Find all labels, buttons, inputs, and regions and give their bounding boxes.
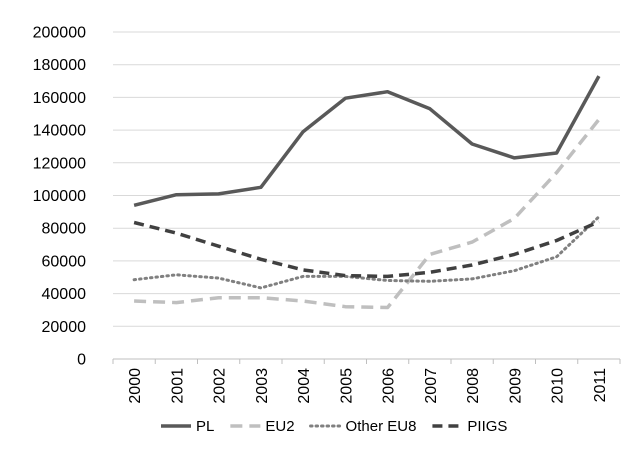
legend-label: EU2 (265, 418, 294, 435)
y-tick-label: 160000 (33, 90, 86, 107)
x-tick-label: 2007 (423, 368, 440, 404)
x-tick-label: 2002 (212, 368, 229, 404)
x-tick-label: 2003 (254, 368, 271, 404)
series-line-eu2 (134, 118, 601, 310)
x-axis-tick-labels: 2000 2001 2002 2003 2004 2005 2006 2007 2008 2009… (127, 368, 609, 404)
x-tick-label: 2005 (338, 368, 355, 404)
grid-lines (113, 31, 620, 327)
y-tick-label: 0 (77, 352, 86, 369)
series-line-pl (133, 75, 601, 207)
legend-label: Other EU8 (346, 418, 417, 435)
y-tick-label: 60000 (42, 253, 87, 270)
y-tick-label: 120000 (33, 155, 86, 172)
y-tick-label: 180000 (33, 57, 86, 74)
series-line-other-eu8 (132, 215, 601, 290)
x-tick-label: 2011 (592, 368, 609, 403)
y-tick-label: 200000 (33, 25, 86, 42)
legend: PL EU2 Other EU8 PIIGS (161, 418, 507, 435)
x-tick-label: 2004 (296, 368, 313, 404)
x-tick-label: 2006 (381, 368, 398, 404)
x-tick-label: 2010 (550, 368, 567, 404)
legend-label: PL (196, 418, 214, 435)
x-tick-label: 2000 (127, 368, 144, 404)
x-tick-label: 2009 (507, 368, 524, 404)
y-tick-label: 140000 (33, 123, 86, 140)
axes (112, 358, 621, 364)
y-tick-label: 100000 (33, 188, 86, 205)
y-tick-label: 40000 (42, 286, 87, 303)
y-tick-label: 20000 (42, 319, 87, 336)
series-lines (132, 75, 601, 310)
y-axis-tick-labels: 0 20000 40000 60000 80000 100000 120000 140000 1… (33, 25, 86, 369)
x-tick-label: 2001 (169, 368, 186, 404)
y-tick-label: 80000 (42, 221, 87, 238)
x-tick-label: 2008 (465, 368, 482, 404)
series-line-piigs (133, 220, 600, 279)
legend-label: PIIGS (467, 418, 507, 435)
